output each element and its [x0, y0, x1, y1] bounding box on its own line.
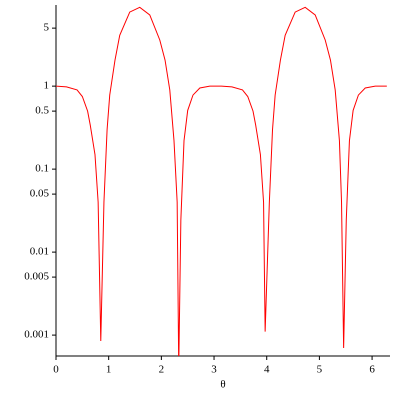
y-tick-label: 0.01: [30, 246, 49, 258]
y-tick-label: 0.5: [35, 105, 49, 117]
y-tick-label: 0.05: [30, 188, 50, 200]
x-tick-label: 1: [106, 364, 112, 376]
x-tick-label: 6: [369, 364, 375, 376]
line-series: [56, 6, 387, 356]
y-tick-label: 0.005: [24, 271, 49, 283]
y-tick-label: 5: [44, 22, 50, 34]
y-tick-label: 0.1: [35, 163, 49, 175]
x-tick-label: 3: [211, 364, 217, 376]
x-tick-label: 2: [159, 364, 165, 376]
x-tick-label: 0: [53, 364, 59, 376]
x-axis-label: θ: [220, 379, 225, 391]
x-tick-label: 4: [264, 364, 270, 376]
y-tick-label: 1: [44, 80, 50, 92]
y-tick-label: 0.001: [24, 329, 49, 341]
x-tick-label: 5: [317, 364, 323, 376]
